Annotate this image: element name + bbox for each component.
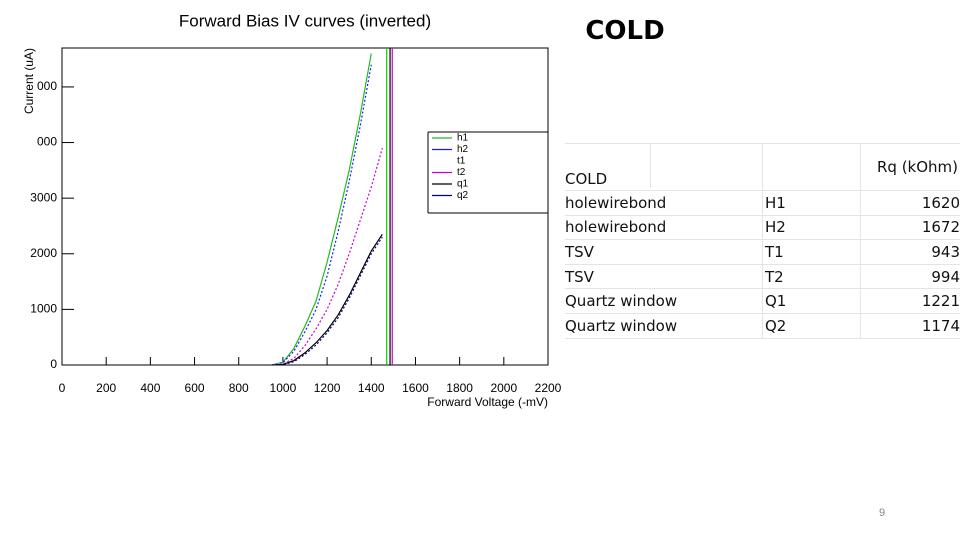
table-cell: H1 xyxy=(762,191,860,215)
table-cell: holewirebond xyxy=(565,218,667,237)
table: COLD Rq (kOhm) holewirebond H1 1620 holewir… xyxy=(565,143,960,339)
plot-area xyxy=(271,48,393,365)
x-tick-label: 0 xyxy=(59,381,66,395)
y-tick-label: 2000 xyxy=(30,246,57,260)
table-row: holewirebond H2 1672 xyxy=(565,215,960,241)
table-header: COLD Rq (kOhm) xyxy=(565,143,960,191)
table-cell: Quartz window xyxy=(565,292,678,311)
table-row: TSV T1 943 xyxy=(565,240,960,265)
legend-label: h1 xyxy=(457,133,469,144)
plot-frame xyxy=(61,47,549,366)
slide-title: COLD xyxy=(585,16,665,46)
header-cell: COLD xyxy=(565,144,762,190)
y-tick-label: 0 xyxy=(50,357,57,371)
series-line xyxy=(271,236,383,365)
table-cell: Q1 xyxy=(762,289,860,313)
chart-title: Forward Bias IV curves (inverted) xyxy=(179,11,431,30)
header-cell xyxy=(762,144,860,190)
y-tick-label: 000 xyxy=(37,79,57,93)
x-tick-label: 2000 xyxy=(490,381,517,395)
table-row: holewirebond H1 1620 xyxy=(565,191,960,216)
table-cell: 1620 xyxy=(860,191,960,215)
y-tick-label: 000 xyxy=(37,135,57,149)
x-tick-label: 200 xyxy=(96,381,116,395)
x-tick-label: 1200 xyxy=(314,381,341,395)
y-tick-label: 3000 xyxy=(30,190,57,204)
table-cell: 1221 xyxy=(860,289,960,313)
header-rq: Rq (kOhm) xyxy=(860,144,960,190)
table-cell: Q2 xyxy=(762,313,860,338)
legend-label: t1 xyxy=(457,156,466,167)
table-cell: TSV xyxy=(565,242,594,261)
x-tick-label: 2200 xyxy=(535,381,562,395)
table-cell: 1672 xyxy=(860,215,960,240)
x-tick-label: 1400 xyxy=(358,381,385,395)
x-axis-label: Forward Voltage (-mV) xyxy=(427,395,548,409)
x-tick-label: 1600 xyxy=(402,381,429,395)
legend-label: q1 xyxy=(457,179,469,190)
legend-label: t2 xyxy=(457,167,466,178)
table-cell: T2 xyxy=(762,264,860,289)
table-cell: 943 xyxy=(860,240,960,264)
table-cell: H2 xyxy=(762,215,860,240)
table-row: Quartz window Q2 1174 xyxy=(565,313,960,339)
page-number: 9 xyxy=(878,507,886,519)
table-row: TSV T2 994 xyxy=(565,264,960,290)
series-line xyxy=(271,142,383,365)
table-cell: 994 xyxy=(860,264,960,289)
table-cell: TSV xyxy=(565,267,594,286)
series-line xyxy=(271,64,372,365)
series-line xyxy=(271,147,383,365)
table-cell: holewirebond xyxy=(565,193,667,212)
legend-label: q2 xyxy=(457,190,469,201)
table-cell: T1 xyxy=(762,240,860,264)
series-line xyxy=(271,233,383,365)
x-tick-label: 600 xyxy=(185,381,205,395)
x-tick-label: 400 xyxy=(140,381,160,395)
y-axis-label: Current (uA) xyxy=(22,48,36,114)
table-cell: Quartz window xyxy=(565,316,678,335)
x-tick-label: 800 xyxy=(229,381,249,395)
y-tick-label: 1000 xyxy=(30,302,57,316)
legend-label: h2 xyxy=(457,144,469,155)
table-cell: 1174 xyxy=(860,313,960,338)
x-tick-label: 1000 xyxy=(270,381,297,395)
header-name: COLD xyxy=(565,144,651,188)
x-tick-label: 1800 xyxy=(446,381,473,395)
table-row: Quartz window Q1 1221 xyxy=(565,289,960,314)
series-line xyxy=(271,53,372,365)
